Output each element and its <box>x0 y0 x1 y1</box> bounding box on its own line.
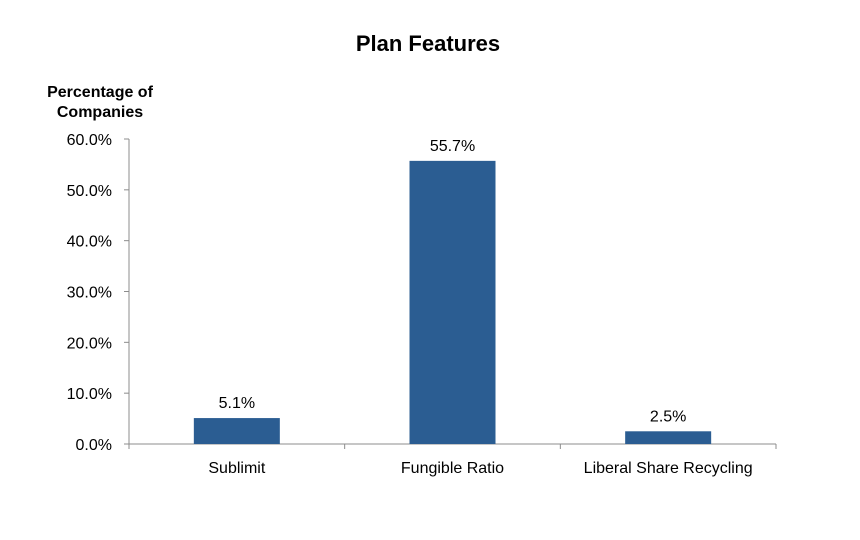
y-tick-label: 60.0% <box>67 132 112 149</box>
y-tick-label: 0.0% <box>76 437 112 454</box>
bar <box>409 160 496 444</box>
y-tick-label: 50.0% <box>67 183 112 200</box>
bar-value-label: 2.5% <box>650 408 686 425</box>
y-tick-label: 10.0% <box>67 386 112 403</box>
bar <box>625 431 712 444</box>
y-tick-label: 20.0% <box>67 335 112 352</box>
plot-area: 0.0% 10.0% 20.0% 30.0% 40.0% 50.0% 60.0% 5.1% Su… <box>67 132 777 477</box>
chart-title: Plan Features <box>356 31 500 56</box>
bar <box>193 418 280 444</box>
bar-value-label: 55.7% <box>430 138 475 155</box>
y-axis-label-line-2: Companies <box>57 104 143 121</box>
y-tick-label: 30.0% <box>67 285 112 302</box>
bar-value-label: 5.1% <box>219 395 255 412</box>
x-category-label: Sublimit <box>208 460 265 477</box>
x-category-label: Fungible Ratio <box>401 460 504 477</box>
y-tick-label: 40.0% <box>67 234 112 251</box>
x-category-label: Liberal Share Recycling <box>584 460 753 477</box>
y-axis-label-line-1: Percentage of <box>47 84 153 101</box>
